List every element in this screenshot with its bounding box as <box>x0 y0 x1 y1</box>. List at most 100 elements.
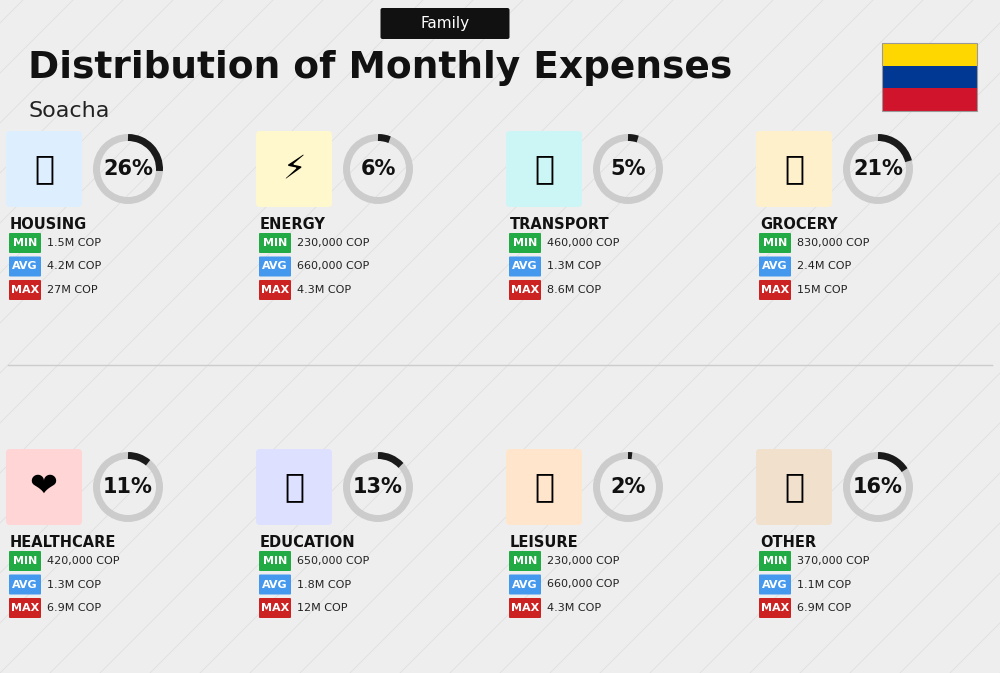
Text: 6.9M COP: 6.9M COP <box>797 603 851 613</box>
FancyBboxPatch shape <box>259 551 291 571</box>
Text: ❤️: ❤️ <box>30 470 58 503</box>
FancyBboxPatch shape <box>9 280 41 300</box>
Text: 12M COP: 12M COP <box>297 603 348 613</box>
FancyBboxPatch shape <box>259 233 291 253</box>
Text: ⚡: ⚡ <box>282 153 306 186</box>
FancyBboxPatch shape <box>6 449 82 525</box>
FancyBboxPatch shape <box>259 575 291 594</box>
Text: 420,000 COP: 420,000 COP <box>47 556 120 566</box>
Text: MIN: MIN <box>13 238 37 248</box>
Text: 2.4M COP: 2.4M COP <box>797 262 851 271</box>
Text: 5%: 5% <box>610 159 646 179</box>
Text: MAX: MAX <box>261 285 289 295</box>
FancyBboxPatch shape <box>509 233 541 253</box>
Text: 2%: 2% <box>610 477 646 497</box>
Text: 👜: 👜 <box>784 470 804 503</box>
FancyBboxPatch shape <box>759 551 791 571</box>
Text: TRANSPORT: TRANSPORT <box>510 217 610 232</box>
Text: 26%: 26% <box>103 159 153 179</box>
Text: 660,000 COP: 660,000 COP <box>297 262 369 271</box>
Text: MIN: MIN <box>513 238 537 248</box>
FancyBboxPatch shape <box>509 598 541 618</box>
Text: HEALTHCARE: HEALTHCARE <box>10 535 116 550</box>
Text: 370,000 COP: 370,000 COP <box>797 556 869 566</box>
Text: 🛒: 🛒 <box>784 153 804 186</box>
Text: 15M COP: 15M COP <box>797 285 847 295</box>
FancyBboxPatch shape <box>9 598 41 618</box>
Text: HOUSING: HOUSING <box>10 217 87 232</box>
FancyBboxPatch shape <box>759 256 791 277</box>
Text: 660,000 COP: 660,000 COP <box>547 579 619 590</box>
FancyBboxPatch shape <box>259 598 291 618</box>
Text: 13%: 13% <box>353 477 403 497</box>
Text: 🏢: 🏢 <box>34 153 54 186</box>
FancyBboxPatch shape <box>9 256 41 277</box>
Text: MAX: MAX <box>761 603 789 613</box>
Text: 1.1M COP: 1.1M COP <box>797 579 851 590</box>
Text: 230,000 COP: 230,000 COP <box>547 556 619 566</box>
Text: 1.5M COP: 1.5M COP <box>47 238 101 248</box>
Text: MAX: MAX <box>11 285 39 295</box>
FancyBboxPatch shape <box>882 66 977 88</box>
FancyBboxPatch shape <box>509 575 541 594</box>
Text: MIN: MIN <box>763 556 787 566</box>
FancyBboxPatch shape <box>509 256 541 277</box>
Text: 230,000 COP: 230,000 COP <box>297 238 369 248</box>
Text: EDUCATION: EDUCATION <box>260 535 356 550</box>
FancyBboxPatch shape <box>882 43 977 66</box>
FancyBboxPatch shape <box>9 575 41 594</box>
Text: 27M COP: 27M COP <box>47 285 98 295</box>
FancyBboxPatch shape <box>506 449 582 525</box>
Text: GROCERY: GROCERY <box>760 217 838 232</box>
FancyBboxPatch shape <box>6 131 82 207</box>
Text: 4.3M COP: 4.3M COP <box>547 603 601 613</box>
Text: Soacha: Soacha <box>28 101 109 121</box>
Text: 1.3M COP: 1.3M COP <box>547 262 601 271</box>
Text: LEISURE: LEISURE <box>510 535 579 550</box>
Text: MIN: MIN <box>763 238 787 248</box>
FancyBboxPatch shape <box>882 88 977 111</box>
Text: 4.2M COP: 4.2M COP <box>47 262 101 271</box>
Text: AVG: AVG <box>512 579 538 590</box>
FancyBboxPatch shape <box>9 551 41 571</box>
FancyBboxPatch shape <box>256 131 332 207</box>
Text: ENERGY: ENERGY <box>260 217 326 232</box>
Text: AVG: AVG <box>512 262 538 271</box>
Text: 6.9M COP: 6.9M COP <box>47 603 101 613</box>
Text: AVG: AVG <box>12 579 38 590</box>
Text: MAX: MAX <box>511 285 539 295</box>
Text: MIN: MIN <box>263 556 287 566</box>
Text: AVG: AVG <box>262 579 288 590</box>
Text: 1.8M COP: 1.8M COP <box>297 579 351 590</box>
Text: MAX: MAX <box>511 603 539 613</box>
Text: AVG: AVG <box>262 262 288 271</box>
Text: MIN: MIN <box>13 556 37 566</box>
Text: 16%: 16% <box>853 477 903 497</box>
FancyBboxPatch shape <box>506 131 582 207</box>
Text: 8.6M COP: 8.6M COP <box>547 285 601 295</box>
FancyBboxPatch shape <box>509 551 541 571</box>
FancyBboxPatch shape <box>759 233 791 253</box>
FancyBboxPatch shape <box>759 598 791 618</box>
FancyBboxPatch shape <box>380 8 510 39</box>
FancyBboxPatch shape <box>759 280 791 300</box>
FancyBboxPatch shape <box>256 449 332 525</box>
Text: 830,000 COP: 830,000 COP <box>797 238 869 248</box>
Text: 460,000 COP: 460,000 COP <box>547 238 619 248</box>
Text: Distribution of Monthly Expenses: Distribution of Monthly Expenses <box>28 50 732 86</box>
Text: 21%: 21% <box>853 159 903 179</box>
FancyBboxPatch shape <box>756 131 832 207</box>
Text: 4.3M COP: 4.3M COP <box>297 285 351 295</box>
Text: 🚌: 🚌 <box>534 153 554 186</box>
Text: 🎓: 🎓 <box>284 470 304 503</box>
Text: AVG: AVG <box>762 579 788 590</box>
Text: MIN: MIN <box>263 238 287 248</box>
Text: 🛍: 🛍 <box>534 470 554 503</box>
Text: 1.3M COP: 1.3M COP <box>47 579 101 590</box>
FancyBboxPatch shape <box>9 233 41 253</box>
Text: 650,000 COP: 650,000 COP <box>297 556 369 566</box>
FancyBboxPatch shape <box>259 256 291 277</box>
FancyBboxPatch shape <box>509 280 541 300</box>
Text: AVG: AVG <box>12 262 38 271</box>
Text: MAX: MAX <box>261 603 289 613</box>
